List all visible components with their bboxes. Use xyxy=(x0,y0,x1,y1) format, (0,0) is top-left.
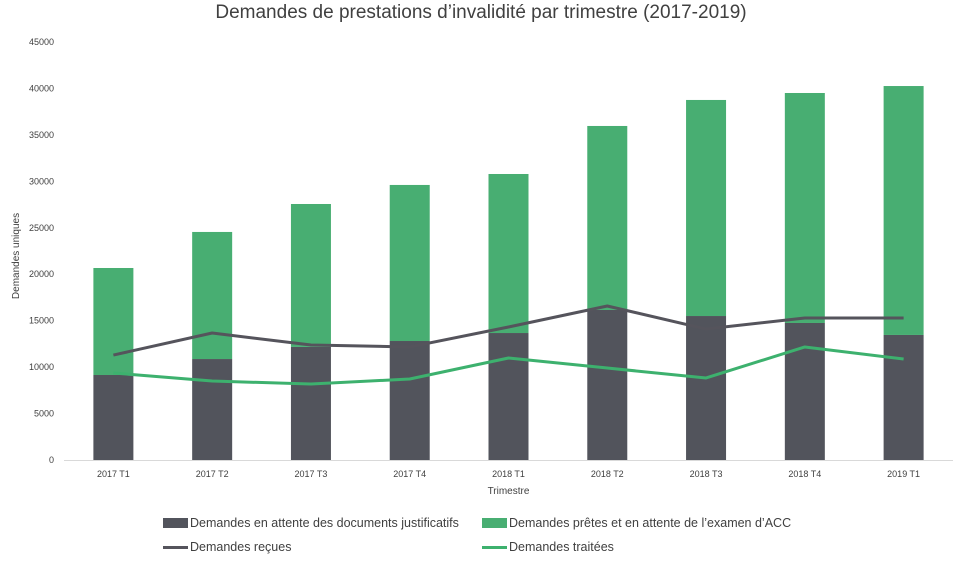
x-axis-title: Trimestre xyxy=(488,486,530,497)
bar-pending-docs xyxy=(192,359,233,460)
legend-swatch-processed xyxy=(482,545,507,549)
y-axis-title: Demandes uniques xyxy=(11,213,22,299)
y-tick-label: 45000 xyxy=(29,37,54,47)
legend-item-pending-docs: Demandes en attente des documents justif… xyxy=(163,516,459,530)
bar-ready-review xyxy=(686,99,727,317)
legend-swatch-received xyxy=(163,545,188,549)
y-tick-label: 25000 xyxy=(29,223,54,233)
y-tick-label: 30000 xyxy=(29,176,54,186)
bar-pending-docs xyxy=(93,375,134,460)
x-tick-label: 2018 T2 xyxy=(591,469,624,479)
bar-ready-review xyxy=(389,184,430,342)
legend-item-processed: Demandes traitées xyxy=(482,540,614,554)
legend-label-processed: Demandes traitées xyxy=(509,540,614,554)
line-processed xyxy=(113,345,904,386)
y-tick-label: 20000 xyxy=(29,269,54,279)
bar-pending-docs xyxy=(587,309,628,460)
legend-item-ready-review: Demandes prêtes et en attente de l’exame… xyxy=(482,516,791,530)
legend-swatch-ready-review xyxy=(482,518,507,528)
y-tick-label: 35000 xyxy=(29,130,54,140)
y-tick-label: 0 xyxy=(49,455,54,465)
x-tick-label: 2017 T1 xyxy=(97,469,130,479)
bar-ready-review xyxy=(192,231,233,360)
x-tick-label: 2017 T4 xyxy=(393,469,426,479)
legend-item-received: Demandes reçues xyxy=(163,540,291,554)
legend-label-ready-review: Demandes prêtes et en attente de l’exame… xyxy=(509,516,792,530)
x-tick-label: 2019 T1 xyxy=(887,469,920,479)
bar-ready-review xyxy=(784,92,825,323)
chart-title: Demandes de prestations d’invalidité par… xyxy=(215,2,747,23)
x-tick-label: 2017 T3 xyxy=(295,469,328,479)
y-tick-label: 40000 xyxy=(29,83,54,93)
line-series xyxy=(113,304,904,386)
bar-pending-docs xyxy=(488,333,529,460)
x-tick-label: 2018 T3 xyxy=(690,469,723,479)
legend-swatch-pending-docs xyxy=(163,518,188,528)
legend-label-pending-docs: Demandes en attente des documents justif… xyxy=(190,516,459,530)
bar-pending-docs xyxy=(389,341,430,460)
bar-pending-docs xyxy=(883,334,924,460)
y-tick-label: 5000 xyxy=(34,409,54,419)
y-axis-ticks: 0 5000 10000 15000 20000 25000 30000 35000 40000… xyxy=(29,37,54,465)
bar-pending-docs xyxy=(784,322,825,460)
bars xyxy=(93,86,924,460)
bar-ready-review xyxy=(883,86,924,335)
x-tick-label: 2017 T2 xyxy=(196,469,229,479)
y-tick-label: 15000 xyxy=(29,316,54,326)
bar-ready-review xyxy=(488,173,529,334)
y-tick-label: 10000 xyxy=(29,362,54,372)
bar-pending-docs xyxy=(290,346,331,460)
x-tick-label: 2018 T1 xyxy=(492,469,525,479)
legend-label-received: Demandes reçues xyxy=(190,540,292,554)
bar-pending-docs xyxy=(686,316,727,460)
bar-ready-review xyxy=(93,267,134,376)
x-tick-label: 2018 T4 xyxy=(788,469,821,479)
x-axis-ticks: 2017 T1 2017 T2 2017 T3 2017 T4 2018 T1 2018 … xyxy=(97,469,920,479)
line-received xyxy=(113,304,904,357)
bar-ready-review xyxy=(587,125,628,310)
bar-ready-review xyxy=(290,203,331,347)
